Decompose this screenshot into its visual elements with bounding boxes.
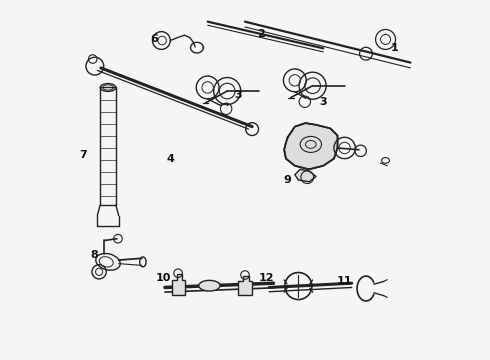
Text: 4: 4 xyxy=(166,154,174,164)
Polygon shape xyxy=(172,274,185,294)
Text: 2: 2 xyxy=(257,29,265,39)
Text: 10: 10 xyxy=(155,273,171,283)
Text: 12: 12 xyxy=(259,273,274,283)
Polygon shape xyxy=(238,276,252,294)
Text: 7: 7 xyxy=(79,150,87,160)
Text: 3: 3 xyxy=(234,90,242,100)
Text: 9: 9 xyxy=(284,175,292,185)
Text: 6: 6 xyxy=(150,35,158,44)
Ellipse shape xyxy=(199,280,220,291)
Text: 8: 8 xyxy=(90,250,98,260)
Text: 1: 1 xyxy=(391,43,398,53)
Text: 11: 11 xyxy=(337,276,352,287)
Text: 3: 3 xyxy=(319,97,327,107)
Polygon shape xyxy=(284,123,338,169)
Polygon shape xyxy=(295,169,316,182)
